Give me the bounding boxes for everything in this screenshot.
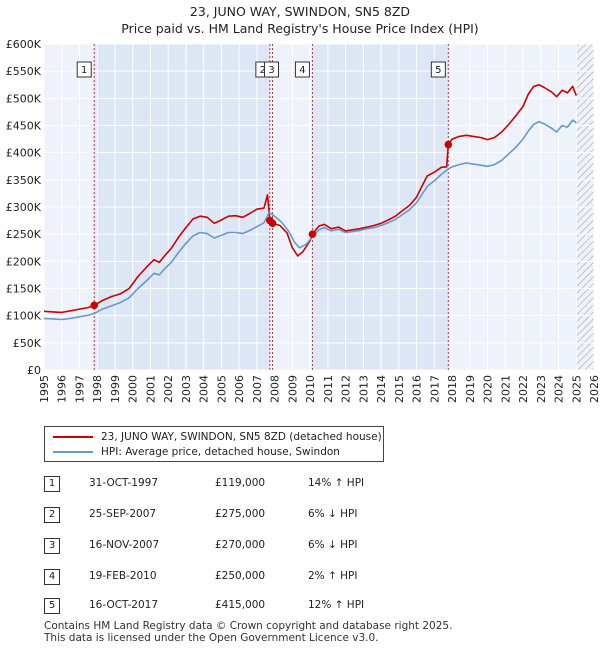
x-tick-label: 2014 — [375, 375, 388, 403]
legend-item-property: 23, JUNO WAY, SWINDON, SN5 8ZD (detached… — [53, 430, 382, 444]
y-tick-label: £0 — [27, 364, 41, 377]
x-tick-label: 2026 — [588, 375, 600, 403]
sale-label-box — [294, 61, 310, 78]
transaction-hpi-relation: 2% ↑ HPI — [308, 570, 358, 582]
transaction-hpi-relation: 6% ↓ HPI — [308, 508, 358, 520]
chart-subtitle: Price paid vs. HM Land Registry's House … — [121, 21, 479, 36]
y-tick-label: £250K — [6, 228, 42, 241]
x-tick-label: 2024 — [553, 375, 566, 403]
x-tick-label: 2019 — [464, 375, 477, 403]
sale-label-text: 4 — [299, 65, 305, 76]
hpi-line — [43, 119, 577, 321]
y-tick-label: £100K — [6, 310, 42, 323]
sale-label-text: 3 — [268, 65, 274, 76]
x-tick-label: 2008 — [269, 375, 282, 403]
footer-copyright: Contains HM Land Registry data © Crown c… — [44, 620, 453, 632]
legend-item-hpi: HPI: Average price, detached house, Swin… — [53, 445, 340, 459]
y-tick-label: £300K — [6, 201, 42, 214]
x-tick-label: 2005 — [215, 375, 228, 403]
transaction-price: £119,000 — [215, 477, 266, 489]
chart-title: 23, JUNO WAY, SWINDON, SN5 8ZD — [189, 4, 411, 19]
sale-label-box — [264, 61, 280, 78]
transaction-price: £275,000 — [215, 508, 266, 520]
x-tick-label: 2000 — [127, 375, 140, 403]
x-tick-label: 2022 — [517, 375, 530, 403]
x-tick-label: 1998 — [91, 375, 104, 403]
x-tick-label: 2010 — [304, 375, 317, 403]
sale-label-text: 2 — [260, 65, 266, 76]
transaction-hpi-relation: 6% ↓ HPI — [308, 539, 358, 551]
transaction-number: 1 — [44, 476, 60, 492]
x-tick-label: 2025 — [570, 375, 583, 403]
x-tick-label: 1996 — [56, 375, 69, 403]
transaction-number: 2 — [44, 507, 60, 523]
sale-label-box — [76, 61, 92, 78]
sale-point — [90, 301, 99, 310]
property-price-line — [43, 84, 578, 314]
footer-licence: This data is licensed under the Open Gov… — [44, 632, 379, 644]
x-tick-label: 2003 — [180, 375, 193, 403]
transaction-row: 5 16-OCT-2017 £415,000 12% ↑ HPI — [44, 598, 384, 614]
x-tick-label: 2011 — [322, 375, 335, 403]
x-tick-label: 2018 — [446, 375, 459, 403]
transaction-price: £270,000 — [215, 539, 266, 551]
x-tick-label: 2016 — [411, 375, 424, 403]
legend: 23, JUNO WAY, SWINDON, SN5 8ZD (detached… — [44, 426, 384, 462]
y-tick-label: £600K — [6, 38, 42, 51]
price-chart: 1 2 3 4 5£0£50K£100K£150K£200K£250K£300K£350… — [6, 38, 600, 403]
transaction-row: 4 19-FEB-2010 £250,000 2% ↑ HPI — [44, 569, 384, 585]
transaction-number: 5 — [44, 598, 60, 614]
transaction-price: £250,000 — [215, 570, 266, 582]
y-tick-label: £400K — [6, 147, 42, 160]
x-tick-label: 2007 — [251, 375, 264, 403]
sale-label-box — [430, 61, 446, 78]
sale-label-text: 5 — [435, 65, 441, 76]
sale-point — [444, 140, 453, 149]
y-tick-label: £50K — [13, 337, 42, 350]
x-tick-label: 2004 — [198, 375, 211, 403]
hpi-swatch — [53, 451, 93, 453]
y-tick-label: £550K — [6, 65, 42, 78]
sale-point — [268, 219, 277, 228]
x-tick-label: 2020 — [482, 375, 495, 403]
transaction-date: 31-OCT-1997 — [89, 477, 158, 489]
sale-label-text: 1 — [81, 65, 87, 76]
x-tick-label: 1997 — [73, 375, 86, 403]
x-tick-label: 2023 — [535, 375, 548, 403]
x-tick-label: 2021 — [499, 375, 512, 403]
x-tick-label: 2017 — [428, 375, 441, 403]
legend-hpi-label: HPI: Average price, detached house, Swin… — [101, 446, 340, 458]
x-tick-label: 2012 — [340, 375, 353, 403]
transaction-number: 4 — [44, 569, 60, 585]
y-tick-label: £350K — [6, 174, 42, 187]
transaction-date: 25-SEP-2007 — [89, 508, 157, 520]
transaction-hpi-relation: 12% ↑ HPI — [308, 599, 365, 611]
x-tick-label: 2001 — [144, 375, 157, 403]
y-tick-label: £450K — [6, 120, 42, 133]
transaction-row: 3 16-NOV-2007 £270,000 6% ↓ HPI — [44, 538, 384, 554]
x-tick-label: 2006 — [233, 375, 246, 403]
transaction-date: 19-FEB-2010 — [89, 570, 157, 582]
x-tick-label: 1995 — [38, 375, 51, 403]
transaction-row: 2 25-SEP-2007 £275,000 6% ↓ HPI — [44, 507, 384, 523]
transaction-hpi-relation: 14% ↑ HPI — [308, 477, 365, 489]
y-tick-label: £150K — [6, 283, 42, 296]
transaction-row: 1 31-OCT-1997 £119,000 14% ↑ HPI — [44, 476, 384, 492]
legend-property-label: 23, JUNO WAY, SWINDON, SN5 8ZD (detached… — [101, 431, 382, 443]
transaction-date: 16-OCT-2017 — [89, 599, 158, 611]
transaction-price: £415,000 — [215, 599, 266, 611]
transaction-number: 3 — [44, 538, 60, 554]
x-tick-label: 1999 — [109, 375, 122, 403]
x-tick-label: 2002 — [162, 375, 175, 403]
transaction-date: 16-NOV-2007 — [89, 539, 160, 551]
x-tick-label: 2013 — [357, 375, 370, 403]
x-tick-label: 2015 — [393, 375, 406, 403]
y-tick-label: £500K — [6, 92, 42, 105]
y-tick-label: £200K — [6, 255, 42, 268]
sale-point — [308, 230, 317, 238]
x-tick-label: 2009 — [286, 375, 299, 403]
property-swatch — [53, 436, 93, 438]
